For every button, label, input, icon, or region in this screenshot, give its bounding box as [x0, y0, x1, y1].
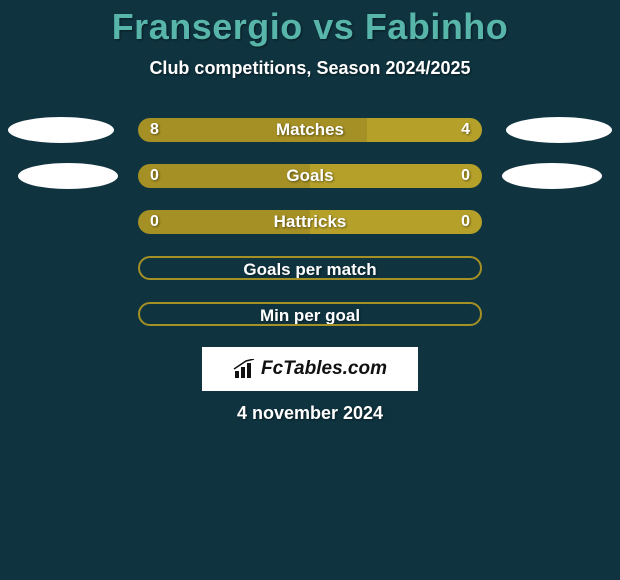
- stat-row: Min per goal: [0, 291, 620, 337]
- indicator-ellipse-left: [8, 117, 114, 143]
- stat-rows: Matches84Goals00Hattricks00Goals per mat…: [0, 107, 620, 337]
- stat-label: Min per goal: [140, 304, 480, 326]
- stat-bar: Goals0 0: [138, 164, 482, 188]
- chart-icon: [233, 359, 257, 379]
- stat-label: Matches: [138, 118, 482, 142]
- stat-label: Hattricks: [138, 210, 482, 234]
- stat-row: Hattricks0 0: [0, 199, 620, 245]
- stat-value-left: 0: [150, 164, 159, 188]
- stat-row: Goals per match: [0, 245, 620, 291]
- stat-value-left: 0: [150, 210, 159, 234]
- date-text: 4 november 2024: [0, 403, 620, 424]
- stat-bar: Goals per match: [138, 256, 482, 280]
- subtitle: Club competitions, Season 2024/2025: [0, 58, 620, 79]
- stat-value-right: 4: [461, 118, 470, 142]
- stat-row: Matches8 4: [0, 107, 620, 153]
- stat-value-right: 0: [461, 164, 470, 188]
- player2-name: Fabinho: [365, 6, 508, 47]
- indicator-ellipse-left: [18, 163, 118, 189]
- stat-label: Goals: [138, 164, 482, 188]
- vs-text: vs: [313, 6, 354, 47]
- stage: Fransergio vs Fabinho Club competitions,…: [0, 0, 620, 580]
- stat-bar: Min per goal: [138, 302, 482, 326]
- indicator-ellipse-right: [506, 117, 612, 143]
- logo-text: FcTables.com: [261, 358, 387, 380]
- stat-value-right: 0: [461, 210, 470, 234]
- page-title: Fransergio vs Fabinho: [0, 0, 620, 48]
- stat-bar: Hattricks0 0: [138, 210, 482, 234]
- indicator-ellipse-right: [502, 163, 602, 189]
- stat-row: Goals0 0: [0, 153, 620, 199]
- stat-bar: Matches8 4: [138, 118, 482, 142]
- stat-value-left: 8: [150, 118, 159, 142]
- stat-label: Goals per match: [140, 258, 480, 280]
- logo-box: FcTables.com: [202, 347, 418, 391]
- player1-name: Fransergio: [112, 6, 303, 47]
